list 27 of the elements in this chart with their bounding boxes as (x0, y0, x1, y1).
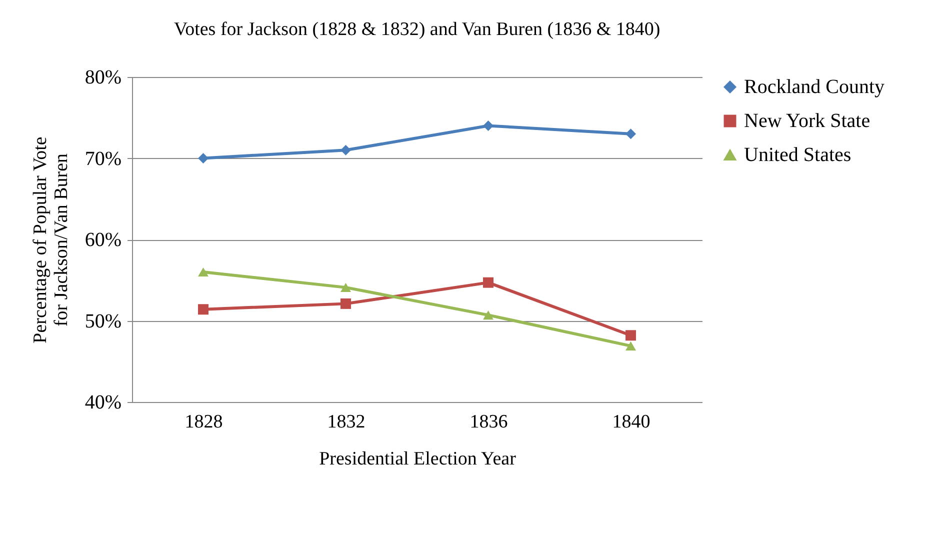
legend-label: Rockland County (744, 76, 885, 98)
point (198, 304, 208, 315)
legend-label: New York State (744, 110, 870, 132)
point (340, 298, 351, 309)
point (626, 341, 636, 350)
point (626, 128, 636, 140)
x-axis-title: Presidential Election Year (319, 448, 517, 470)
chart-title: Votes for Jackson (1828 & 1832) and Van Buren (1836 & 1840) (174, 19, 660, 40)
y-tick-label: 40% (84, 392, 122, 414)
point (198, 153, 208, 164)
y-tick-label: 60% (84, 229, 122, 251)
x-tick-label: 1840 (612, 412, 650, 432)
x-tick-label: 1836 (470, 412, 508, 432)
point (198, 267, 208, 277)
y-tick-label: 50% (84, 310, 122, 332)
x-tick-label: 1828 (184, 412, 223, 432)
point (340, 282, 351, 292)
point (483, 310, 494, 320)
legend-label: United States (744, 144, 852, 166)
x-tick-label: 1832 (327, 412, 366, 432)
y-axis-title: Percentage of Popular Vote for Jackson/Van Buren (30, 136, 72, 344)
y-tick-label: 70% (84, 148, 122, 170)
point (483, 277, 494, 288)
point (340, 144, 351, 156)
point (483, 120, 494, 131)
point (626, 330, 636, 341)
y-tick-label: 80% (84, 66, 122, 88)
